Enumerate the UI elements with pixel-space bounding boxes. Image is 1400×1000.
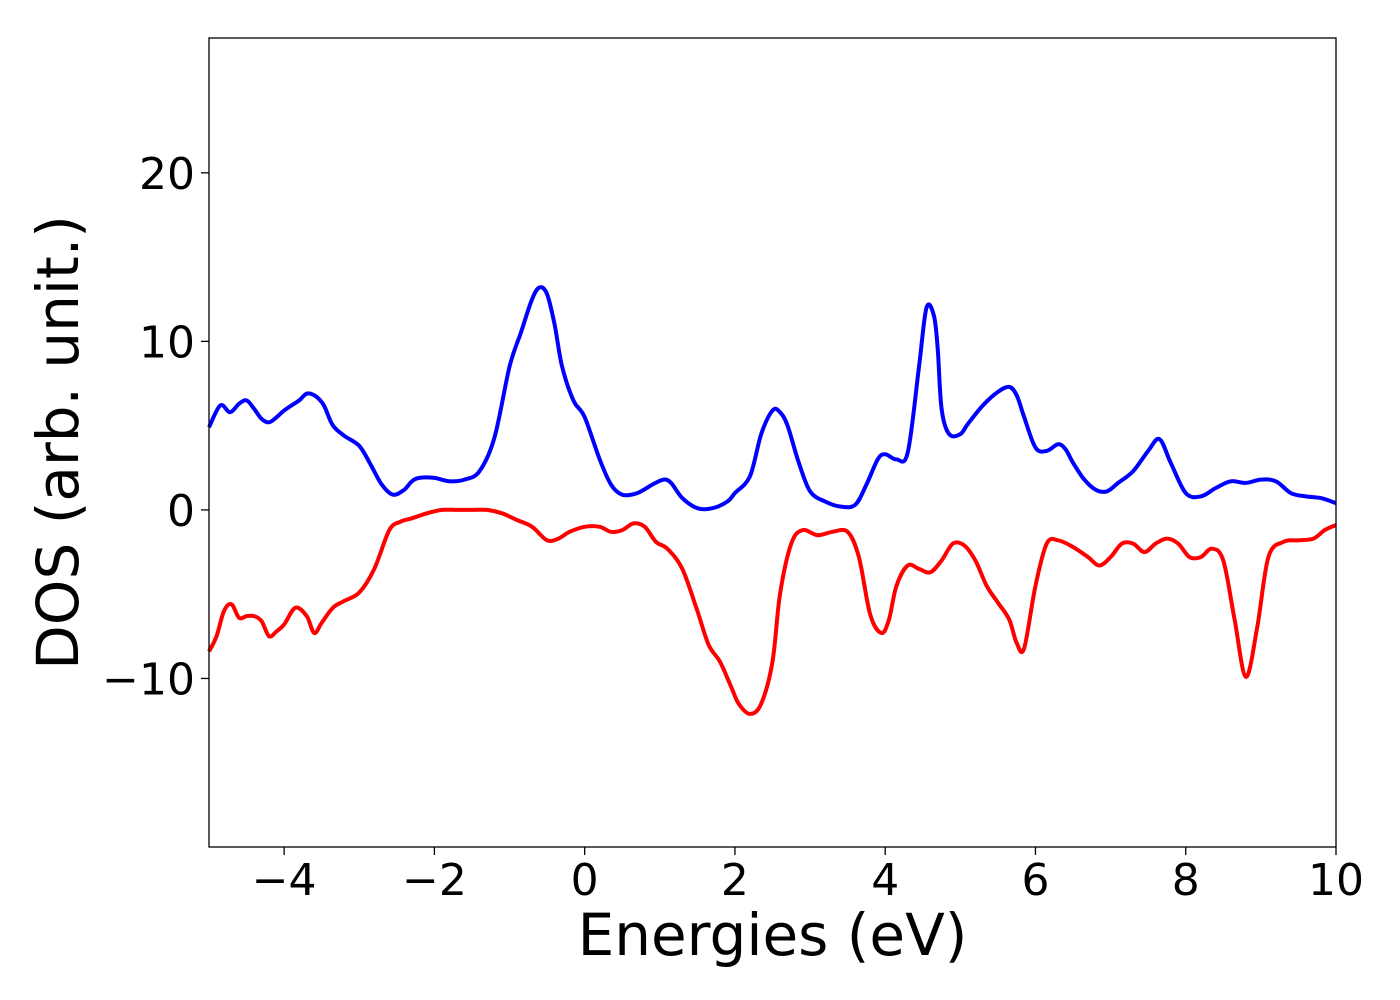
y-tick-label: 20 [139,149,195,200]
y-axis-label: DOS (arb. unit.) [24,215,92,670]
y-tick-label: 0 [167,486,195,537]
series-lines [207,285,1337,716]
x-axis-ticks: −4 −2 0 2 4 6 8 10 [252,847,1364,906]
y-tick-label: 10 [139,317,195,368]
series-line-1 [207,285,1337,512]
x-tick-label: 10 [1308,855,1364,906]
x-tick-label: 2 [721,855,749,906]
x-tick-label: −2 [402,855,467,906]
x-tick-label: 4 [871,855,899,906]
x-tick-label: −4 [252,855,317,906]
plot-frame [208,37,1337,848]
x-tick-label: 0 [571,855,599,906]
series-line-2 [207,507,1337,716]
x-tick-label: 6 [1021,855,1049,906]
y-tick-label: −10 [102,654,195,705]
x-tick-label: 8 [1172,855,1200,906]
x-axis-label: Energies (eV) [578,901,968,969]
y-axis-ticks: −10 0 10 20 [102,149,209,705]
